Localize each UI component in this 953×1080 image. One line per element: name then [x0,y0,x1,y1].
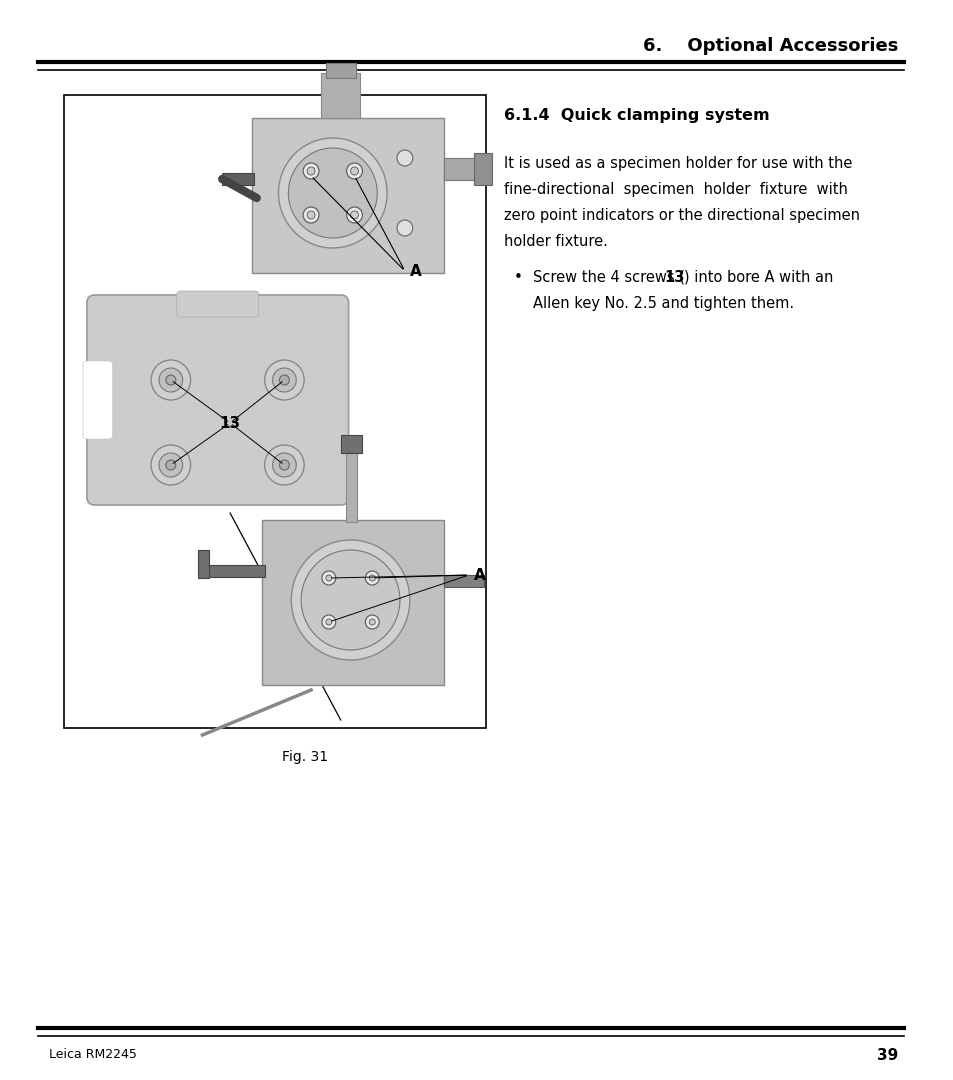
Circle shape [301,550,399,650]
Circle shape [307,167,314,175]
Text: ) into bore A with an: ) into bore A with an [683,270,833,285]
Text: A: A [410,264,421,279]
Bar [207,565,264,577]
Text: Allen key No. 2.5 and tighten them.: Allen key No. 2.5 and tighten them. [533,296,794,311]
Bar [326,63,355,78]
FancyBboxPatch shape [87,295,348,505]
Bar [345,450,357,522]
Bar [474,153,492,185]
Circle shape [166,460,175,470]
Bar [64,95,485,728]
Text: Leica RM2245: Leica RM2245 [50,1049,137,1062]
Text: 39: 39 [877,1048,898,1063]
Circle shape [166,375,175,384]
Text: Fig. 31: Fig. 31 [281,750,328,764]
Circle shape [273,368,296,392]
Circle shape [346,163,362,179]
Circle shape [151,445,191,485]
Text: A: A [474,567,485,582]
Circle shape [369,619,375,625]
Text: 13: 13 [219,416,240,431]
Circle shape [303,163,318,179]
Circle shape [279,460,289,470]
Circle shape [264,445,304,485]
FancyBboxPatch shape [83,361,112,438]
Text: •: • [513,270,522,285]
Circle shape [151,360,191,400]
Circle shape [264,360,304,400]
Bar [222,173,253,185]
Bar [340,435,362,453]
Circle shape [350,211,358,219]
FancyBboxPatch shape [176,291,258,318]
Circle shape [350,167,358,175]
Circle shape [321,615,335,629]
Circle shape [159,368,183,392]
Text: Screw the 4 screws (: Screw the 4 screws ( [533,270,684,285]
Text: 13: 13 [664,270,684,285]
Bar [320,73,360,118]
Circle shape [396,220,413,237]
Circle shape [365,571,378,585]
Bar [444,158,481,180]
Circle shape [369,575,375,581]
Circle shape [365,615,378,629]
Bar [197,550,209,578]
Text: holder fixture.: holder fixture. [503,234,607,249]
Text: It is used as a specimen holder for use with the: It is used as a specimen holder for use … [503,156,851,171]
Text: 6.1.4  Quick clamping system: 6.1.4 Quick clamping system [503,108,768,123]
Bar [252,118,444,273]
Circle shape [396,150,413,166]
Circle shape [159,453,183,477]
Circle shape [303,207,318,222]
Text: 6.    Optional Accessories: 6. Optional Accessories [642,37,898,55]
Circle shape [321,571,335,585]
Text: zero point indicators or the directional specimen: zero point indicators or the directional… [503,208,859,222]
Circle shape [288,148,376,238]
Circle shape [273,453,296,477]
Circle shape [279,375,289,384]
Bar [261,519,444,685]
Circle shape [326,575,332,581]
Text: fine-directional  specimen  holder  fixture  with: fine-directional specimen holder fixture… [503,183,846,197]
Circle shape [346,207,362,222]
Bar [444,575,483,588]
Circle shape [291,540,410,660]
Circle shape [307,211,314,219]
Circle shape [278,138,387,248]
Circle shape [326,619,332,625]
